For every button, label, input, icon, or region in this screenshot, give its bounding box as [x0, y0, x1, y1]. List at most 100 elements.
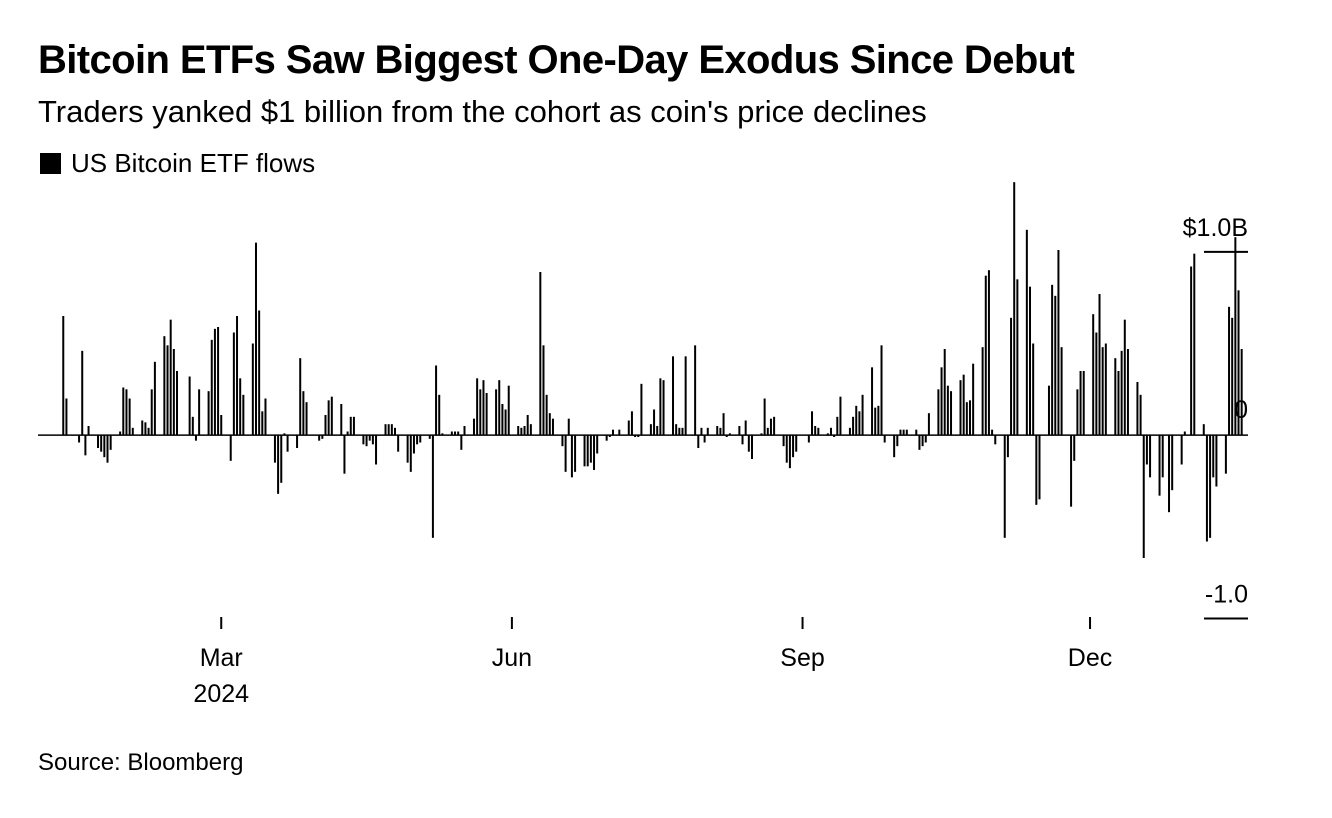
bar: [504, 409, 507, 436]
bar: [741, 435, 744, 445]
bar: [194, 435, 197, 441]
bar: [81, 350, 84, 436]
bar: [1145, 435, 1148, 465]
bar: [251, 343, 254, 436]
bar: [551, 418, 554, 436]
bar: [1060, 347, 1063, 436]
bar: [147, 427, 150, 436]
bar: [463, 426, 466, 436]
bar: [769, 418, 772, 436]
bar: [485, 393, 488, 436]
bar: [1180, 435, 1183, 465]
bar: [472, 418, 475, 436]
x-tick-label: Jun: [492, 644, 532, 672]
bar: [286, 435, 289, 452]
bar: [583, 435, 586, 467]
legend-swatch: [40, 153, 61, 174]
bar: [321, 435, 324, 439]
legend-label: US Bitcoin ETF flows: [71, 148, 316, 178]
bar: [119, 431, 122, 436]
bar: [719, 427, 722, 436]
bar: [501, 404, 504, 436]
bar: [371, 435, 374, 445]
chart-subtitle: Traders yanked $1 billion from the cohor…: [38, 94, 927, 129]
x-tick-label: Mar: [200, 644, 243, 672]
bar: [213, 328, 216, 436]
bar: [1082, 371, 1085, 436]
bar: [1035, 435, 1038, 505]
bar: [634, 435, 637, 437]
bar: [498, 380, 501, 436]
bar: [109, 435, 112, 450]
y-tick-label: 0: [1234, 396, 1248, 424]
y-axis: $1.0B 0 -1.0: [1183, 214, 1248, 620]
bar: [1095, 332, 1098, 436]
bar: [176, 371, 179, 436]
bar: [902, 429, 905, 436]
bar: [441, 433, 444, 436]
bar: [744, 420, 747, 436]
bar: [62, 316, 65, 436]
bar: [523, 426, 526, 436]
bar: [940, 367, 943, 436]
bar: [1136, 382, 1139, 436]
bar: [131, 427, 134, 436]
bar: [1158, 435, 1161, 496]
bar: [87, 426, 90, 436]
bar: [896, 435, 899, 447]
bar: [675, 424, 678, 436]
bar: [207, 391, 210, 436]
bar: [627, 420, 630, 436]
bar: [984, 275, 987, 436]
bar: [1104, 343, 1107, 436]
bar: [352, 416, 355, 436]
bar: [258, 310, 261, 436]
bar: [763, 398, 766, 436]
bar: [921, 435, 924, 447]
bar: [773, 416, 776, 436]
bar: [1139, 394, 1142, 436]
bar: [232, 332, 235, 436]
bar: [210, 339, 213, 436]
bar: [198, 389, 201, 436]
bar: [84, 435, 87, 456]
bar: [1234, 237, 1237, 436]
bar: [640, 383, 643, 436]
bar: [236, 316, 239, 436]
bar: [574, 435, 577, 472]
bar: [877, 405, 880, 436]
bar: [871, 367, 874, 436]
bar: [394, 427, 396, 436]
bar: [495, 389, 498, 436]
bar: [662, 380, 665, 436]
bar: [586, 435, 589, 467]
bar: [981, 347, 984, 436]
bar: [365, 435, 368, 447]
bar: [409, 435, 412, 472]
bar: [596, 435, 599, 454]
bar: [438, 394, 441, 436]
source-note: Source: Bloomberg: [38, 749, 244, 776]
bar: [188, 376, 191, 436]
bar: [384, 424, 387, 436]
bar: [346, 431, 349, 436]
bar: [103, 435, 106, 458]
bar: [375, 435, 378, 465]
bar: [229, 435, 232, 461]
bar: [1025, 229, 1028, 436]
bar: [1228, 306, 1231, 436]
bar: [280, 435, 283, 483]
bar: [397, 435, 400, 452]
bar: [918, 435, 921, 450]
bar: [1149, 435, 1152, 478]
bar: [1202, 424, 1205, 436]
bar: [283, 433, 286, 436]
bar: [435, 365, 438, 436]
bar: [950, 391, 953, 436]
bar: [479, 389, 482, 436]
bar: [330, 396, 333, 436]
chart-legend: US Bitcoin ETF flows: [40, 148, 315, 179]
bar: [833, 435, 836, 437]
bar: [672, 356, 675, 436]
